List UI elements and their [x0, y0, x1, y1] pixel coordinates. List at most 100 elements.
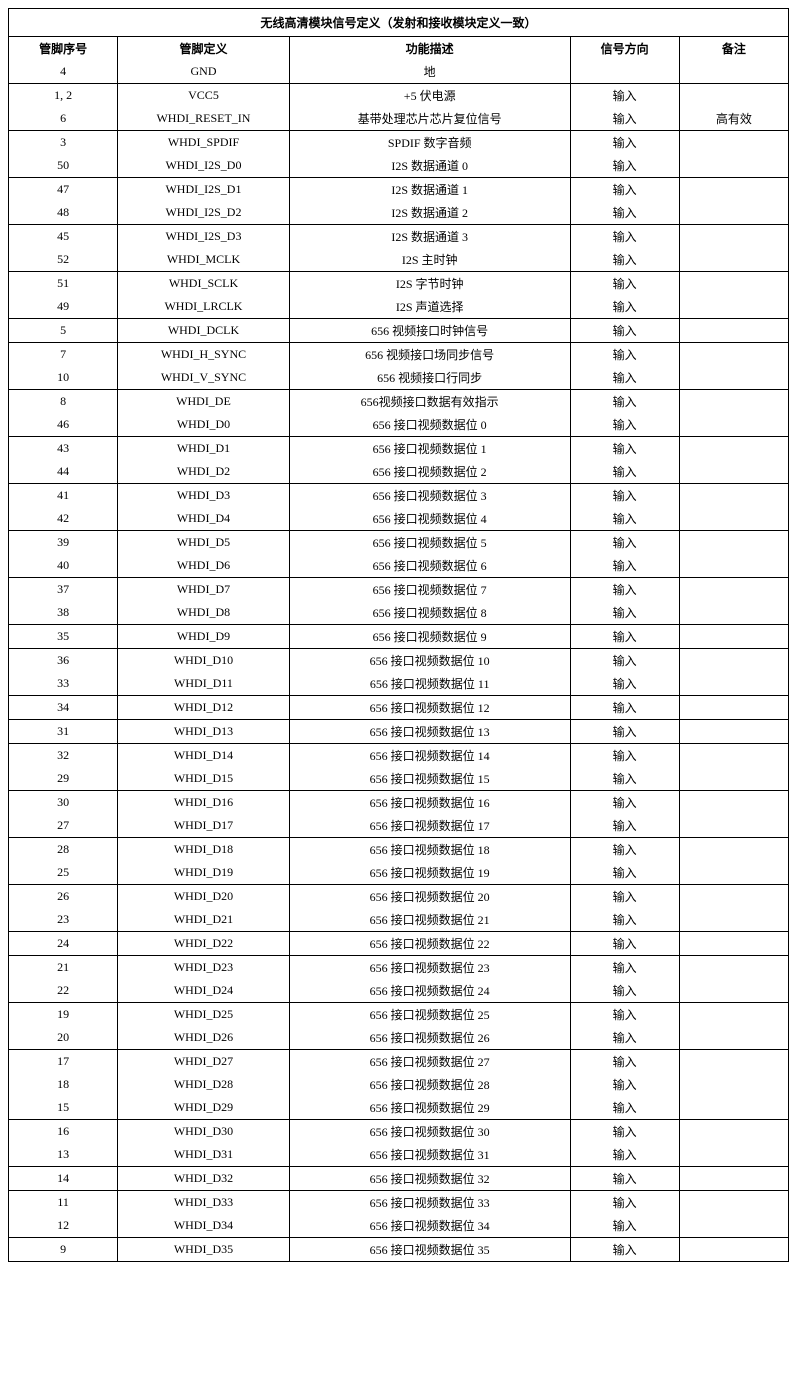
cell-pin: 49	[9, 295, 118, 319]
cell-dir: 输入	[570, 413, 679, 437]
cell-desc: 656 接口视频数据位 23	[289, 956, 570, 980]
cell-desc: 656 接口视频数据位 33	[289, 1191, 570, 1215]
cell-def: WHDI_DE	[118, 390, 290, 414]
table-row: 24WHDI_D22656 接口视频数据位 22输入	[9, 932, 789, 956]
cell-pin: 3	[9, 131, 118, 155]
cell-desc: 656 接口视频数据位 10	[289, 649, 570, 673]
cell-def: WHDI_D34	[118, 1214, 290, 1238]
cell-def: WHDI_D2	[118, 460, 290, 484]
cell-pin: 15	[9, 1096, 118, 1120]
cell-dir: 输入	[570, 720, 679, 744]
cell-note	[679, 1026, 788, 1050]
table-row: 40WHDI_D6656 接口视频数据位 6输入	[9, 554, 789, 578]
table-row: 8WHDI_DE656视频接口数据有效指示输入	[9, 390, 789, 414]
cell-pin: 8	[9, 390, 118, 414]
cell-note	[679, 154, 788, 178]
cell-note	[679, 272, 788, 296]
cell-def: WHDI_V_SYNC	[118, 366, 290, 390]
cell-dir: 输入	[570, 131, 679, 155]
cell-dir: 输入	[570, 178, 679, 202]
cell-pin: 44	[9, 460, 118, 484]
cell-note	[679, 554, 788, 578]
table-row: 30WHDI_D16656 接口视频数据位 16输入	[9, 791, 789, 815]
cell-def: WHDI_D14	[118, 744, 290, 768]
cell-pin: 32	[9, 744, 118, 768]
cell-def: WHDI_I2S_D2	[118, 201, 290, 225]
cell-dir: 输入	[570, 744, 679, 768]
cell-def: WHDI_D4	[118, 507, 290, 531]
cell-pin: 29	[9, 767, 118, 791]
cell-pin: 4	[9, 60, 118, 84]
cell-desc: I2S 声道选择	[289, 295, 570, 319]
col-header-3: 信号方向	[570, 37, 679, 61]
cell-def: WHDI_D17	[118, 814, 290, 838]
table-row: 22WHDI_D24656 接口视频数据位 24输入	[9, 979, 789, 1003]
table-row: 36WHDI_D10656 接口视频数据位 10输入	[9, 649, 789, 673]
table-row: 26WHDI_D20656 接口视频数据位 20输入	[9, 885, 789, 909]
cell-note	[679, 601, 788, 625]
cell-dir: 输入	[570, 225, 679, 249]
cell-dir: 输入	[570, 1238, 679, 1262]
cell-pin: 13	[9, 1143, 118, 1167]
cell-dir: 输入	[570, 979, 679, 1003]
cell-desc: I2S 主时钟	[289, 248, 570, 272]
cell-desc: 656 接口视频数据位 34	[289, 1214, 570, 1238]
cell-note	[679, 437, 788, 461]
cell-desc: 656 接口视频数据位 16	[289, 791, 570, 815]
cell-def: WHDI_D31	[118, 1143, 290, 1167]
cell-pin: 30	[9, 791, 118, 815]
cell-note	[679, 60, 788, 84]
cell-dir: 输入	[570, 932, 679, 956]
table-row: 15WHDI_D29656 接口视频数据位 29输入	[9, 1096, 789, 1120]
cell-desc: 656 接口视频数据位 5	[289, 531, 570, 555]
table-row: 14WHDI_D32656 接口视频数据位 32输入	[9, 1167, 789, 1191]
cell-def: WHDI_D26	[118, 1026, 290, 1050]
cell-def: WHDI_D9	[118, 625, 290, 649]
cell-note	[679, 319, 788, 343]
cell-note	[679, 248, 788, 272]
cell-desc: 656 接口视频数据位 19	[289, 861, 570, 885]
cell-dir: 输入	[570, 154, 679, 178]
cell-pin: 40	[9, 554, 118, 578]
table-row: 41WHDI_D3656 接口视频数据位 3输入	[9, 484, 789, 508]
table-row: 13WHDI_D31656 接口视频数据位 31输入	[9, 1143, 789, 1167]
cell-desc: 656 接口视频数据位 12	[289, 696, 570, 720]
cell-pin: 9	[9, 1238, 118, 1262]
cell-note	[679, 861, 788, 885]
cell-dir: 输入	[570, 319, 679, 343]
cell-pin: 41	[9, 484, 118, 508]
cell-pin: 52	[9, 248, 118, 272]
cell-note	[679, 201, 788, 225]
cell-pin: 25	[9, 861, 118, 885]
cell-desc: 656 视频接口行同步	[289, 366, 570, 390]
cell-pin: 31	[9, 720, 118, 744]
table-row: 19WHDI_D25656 接口视频数据位 25输入	[9, 1003, 789, 1027]
cell-def: WHDI_D3	[118, 484, 290, 508]
cell-note	[679, 225, 788, 249]
cell-note	[679, 1191, 788, 1215]
table-row: 17WHDI_D27656 接口视频数据位 27输入	[9, 1050, 789, 1074]
cell-pin: 16	[9, 1120, 118, 1144]
cell-dir: 输入	[570, 672, 679, 696]
cell-dir: 输入	[570, 507, 679, 531]
cell-note	[679, 390, 788, 414]
cell-desc: 656 接口视频数据位 8	[289, 601, 570, 625]
cell-def: WHDI_D32	[118, 1167, 290, 1191]
cell-note	[679, 1096, 788, 1120]
cell-desc: 656 接口视频数据位 25	[289, 1003, 570, 1027]
cell-pin: 33	[9, 672, 118, 696]
cell-pin: 5	[9, 319, 118, 343]
cell-desc: 656视频接口数据有效指示	[289, 390, 570, 414]
cell-desc: I2S 数据通道 0	[289, 154, 570, 178]
table-row: 34WHDI_D12656 接口视频数据位 12输入	[9, 696, 789, 720]
cell-note	[679, 507, 788, 531]
table-row: 39WHDI_D5656 接口视频数据位 5输入	[9, 531, 789, 555]
cell-pin: 43	[9, 437, 118, 461]
cell-note	[679, 767, 788, 791]
cell-def: WHDI_D30	[118, 1120, 290, 1144]
cell-dir: 输入	[570, 1214, 679, 1238]
table-row: 33WHDI_D11656 接口视频数据位 11输入	[9, 672, 789, 696]
cell-desc: 656 视频接口场同步信号	[289, 343, 570, 367]
cell-dir: 输入	[570, 460, 679, 484]
cell-desc: 656 接口视频数据位 31	[289, 1143, 570, 1167]
